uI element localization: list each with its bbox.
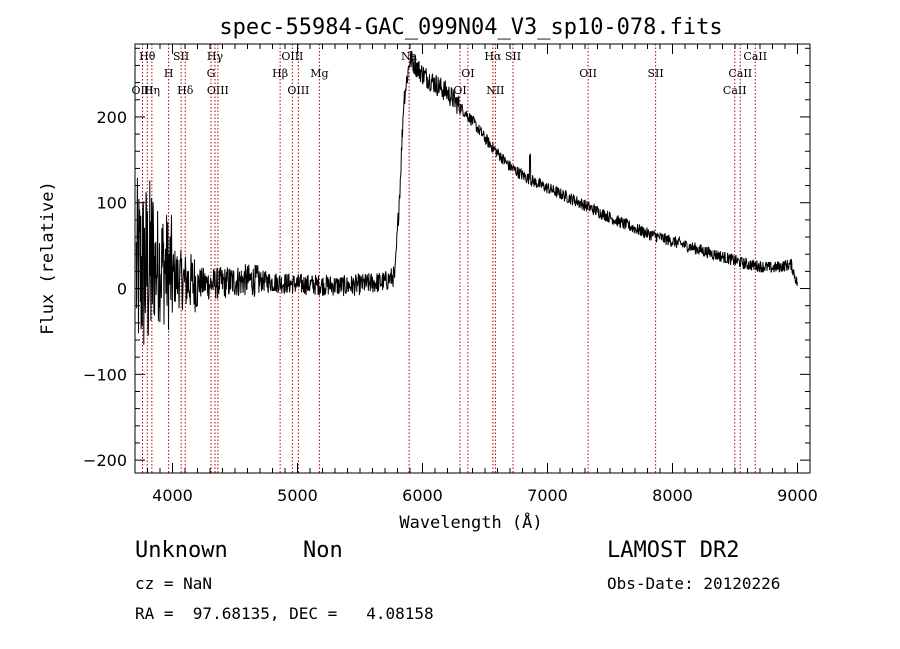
spectral-line-label: OIII <box>131 84 153 97</box>
y-axis-label: Flux (relative) <box>38 181 58 335</box>
coordinates-text: RA = 97.68135, DEC = 4.08158 <box>135 604 434 623</box>
spectrum-line <box>135 50 798 345</box>
spectral-line-label: SII <box>505 50 521 63</box>
spectral-line-label: H <box>164 67 174 80</box>
spectral-line-label: G <box>207 67 216 80</box>
object-subclass-label: Non <box>303 538 343 563</box>
y-axis: −200 −100 0 100 200 <box>83 47 810 470</box>
spectral-line-label: OIII <box>207 84 229 97</box>
obs-date-text: Obs-Date: 20120226 <box>607 574 781 593</box>
spectral-line-label: SII <box>648 67 664 80</box>
x-tick-label: 8000 <box>652 486 693 505</box>
spectral-line-label: CaII <box>723 84 747 97</box>
spectral-line-label: OI <box>461 67 474 80</box>
plot-frame <box>134 43 811 474</box>
spectral-line-label: OIII <box>287 84 309 97</box>
survey-label: LAMOST DR2 <box>607 538 740 563</box>
spectral-line-label: Na <box>401 50 418 63</box>
spectral-line-label: OIII <box>281 50 303 63</box>
chart-title: spec-55984-GAC_099N04_V3_sp10-078.fits <box>219 15 722 40</box>
spectral-line-label: Hβ <box>272 67 288 80</box>
y-tick-label: 100 <box>96 194 127 213</box>
redshift-text: cz = NaN <box>135 574 213 593</box>
y-tick-label: −100 <box>83 365 127 384</box>
spectral-line-label: CaII <box>728 67 752 80</box>
spectral-line-label: Hδ <box>177 84 194 97</box>
spectral-line-label: SII <box>173 50 189 63</box>
spectral-line-markers <box>142 44 756 473</box>
x-tick-label: 6000 <box>402 486 443 505</box>
spectral-line-label: Mg <box>310 67 328 80</box>
spectral-line-label: Hγ <box>207 50 224 63</box>
x-tick-label: 5000 <box>277 486 318 505</box>
spectral-line-label: CaII <box>743 50 767 63</box>
x-axis: 4000 5000 6000 7000 8000 9000 <box>147 44 818 505</box>
x-tick-label: 4000 <box>152 486 193 505</box>
spectral-line-label: Hη <box>144 84 160 97</box>
spectral-line-labels: HθOIIIHηSIIHHδHγGOIIIOIIIHβOIIIMgNaOIOIH… <box>131 50 767 97</box>
y-tick-label: 200 <box>96 108 127 127</box>
x-tick-label: 9000 <box>777 486 818 505</box>
object-class-label: Unknown <box>135 538 228 563</box>
spectral-line-label: OI <box>453 84 466 97</box>
x-axis-label: Wavelength (Å) <box>399 511 542 533</box>
spectral-line-label: Hα <box>484 50 502 63</box>
y-tick-label: 0 <box>117 280 127 299</box>
spectral-line-label: NII <box>486 84 504 97</box>
y-tick-label: −200 <box>83 451 127 470</box>
spectral-line-label: OII <box>579 67 597 80</box>
spectral-line-label: Hθ <box>139 50 156 63</box>
x-tick-label: 7000 <box>527 486 568 505</box>
